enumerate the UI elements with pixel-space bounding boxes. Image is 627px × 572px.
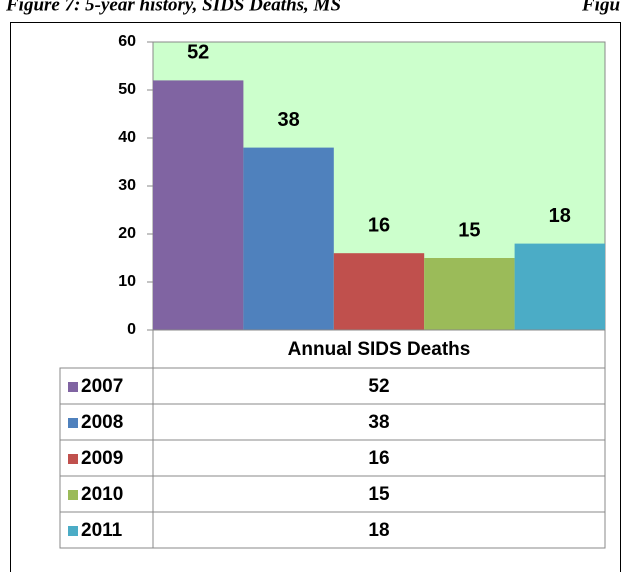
y-tick-label: 60 (118, 33, 136, 50)
legend-label: 2011 (81, 520, 123, 541)
x-category-label: Annual SIDS Deaths (288, 339, 471, 360)
legend-label: 2010 (81, 484, 123, 505)
y-tick-label: 10 (118, 273, 136, 290)
table-value-cell (152, 475, 606, 513)
legend-label: 2009 (81, 448, 123, 469)
table-value: 16 (368, 448, 389, 469)
legend-swatch (68, 454, 78, 464)
legend-swatch (68, 382, 78, 392)
y-tick-label: 40 (118, 129, 136, 146)
legend-swatch (68, 418, 78, 428)
table-key-cell (59, 475, 154, 513)
value-label: 15 (458, 219, 480, 241)
table-value-cell (152, 511, 606, 549)
legend-label: 2008 (81, 412, 123, 433)
bar (333, 253, 425, 330)
bar (153, 80, 244, 331)
value-label: 16 (368, 214, 390, 236)
bar (424, 258, 515, 330)
bar (243, 147, 334, 330)
chart-title: Figure 7: 5-year history, SIDS Deaths, M… (5, 0, 341, 15)
y-tick-label: 50 (118, 81, 136, 98)
value-label: 52 (187, 42, 209, 64)
table-value: 38 (368, 412, 389, 433)
value-label: 38 (277, 109, 299, 131)
y-tick-label: 20 (118, 225, 136, 242)
table-value: 15 (368, 484, 390, 505)
table-value: 18 (368, 520, 389, 541)
y-tick-label: 0 (127, 321, 136, 338)
annotation: Figu (581, 0, 620, 15)
value-label: 18 (549, 205, 571, 227)
legend-swatch (68, 490, 78, 500)
frame (10, 22, 621, 572)
table-value-cell (152, 439, 606, 477)
table-value: 52 (368, 376, 389, 397)
table-value-cell (152, 403, 606, 441)
bar (514, 243, 605, 330)
legend-swatch (68, 526, 78, 536)
legend-label: 2007 (81, 376, 123, 397)
y-tick-label: 30 (118, 177, 136, 194)
